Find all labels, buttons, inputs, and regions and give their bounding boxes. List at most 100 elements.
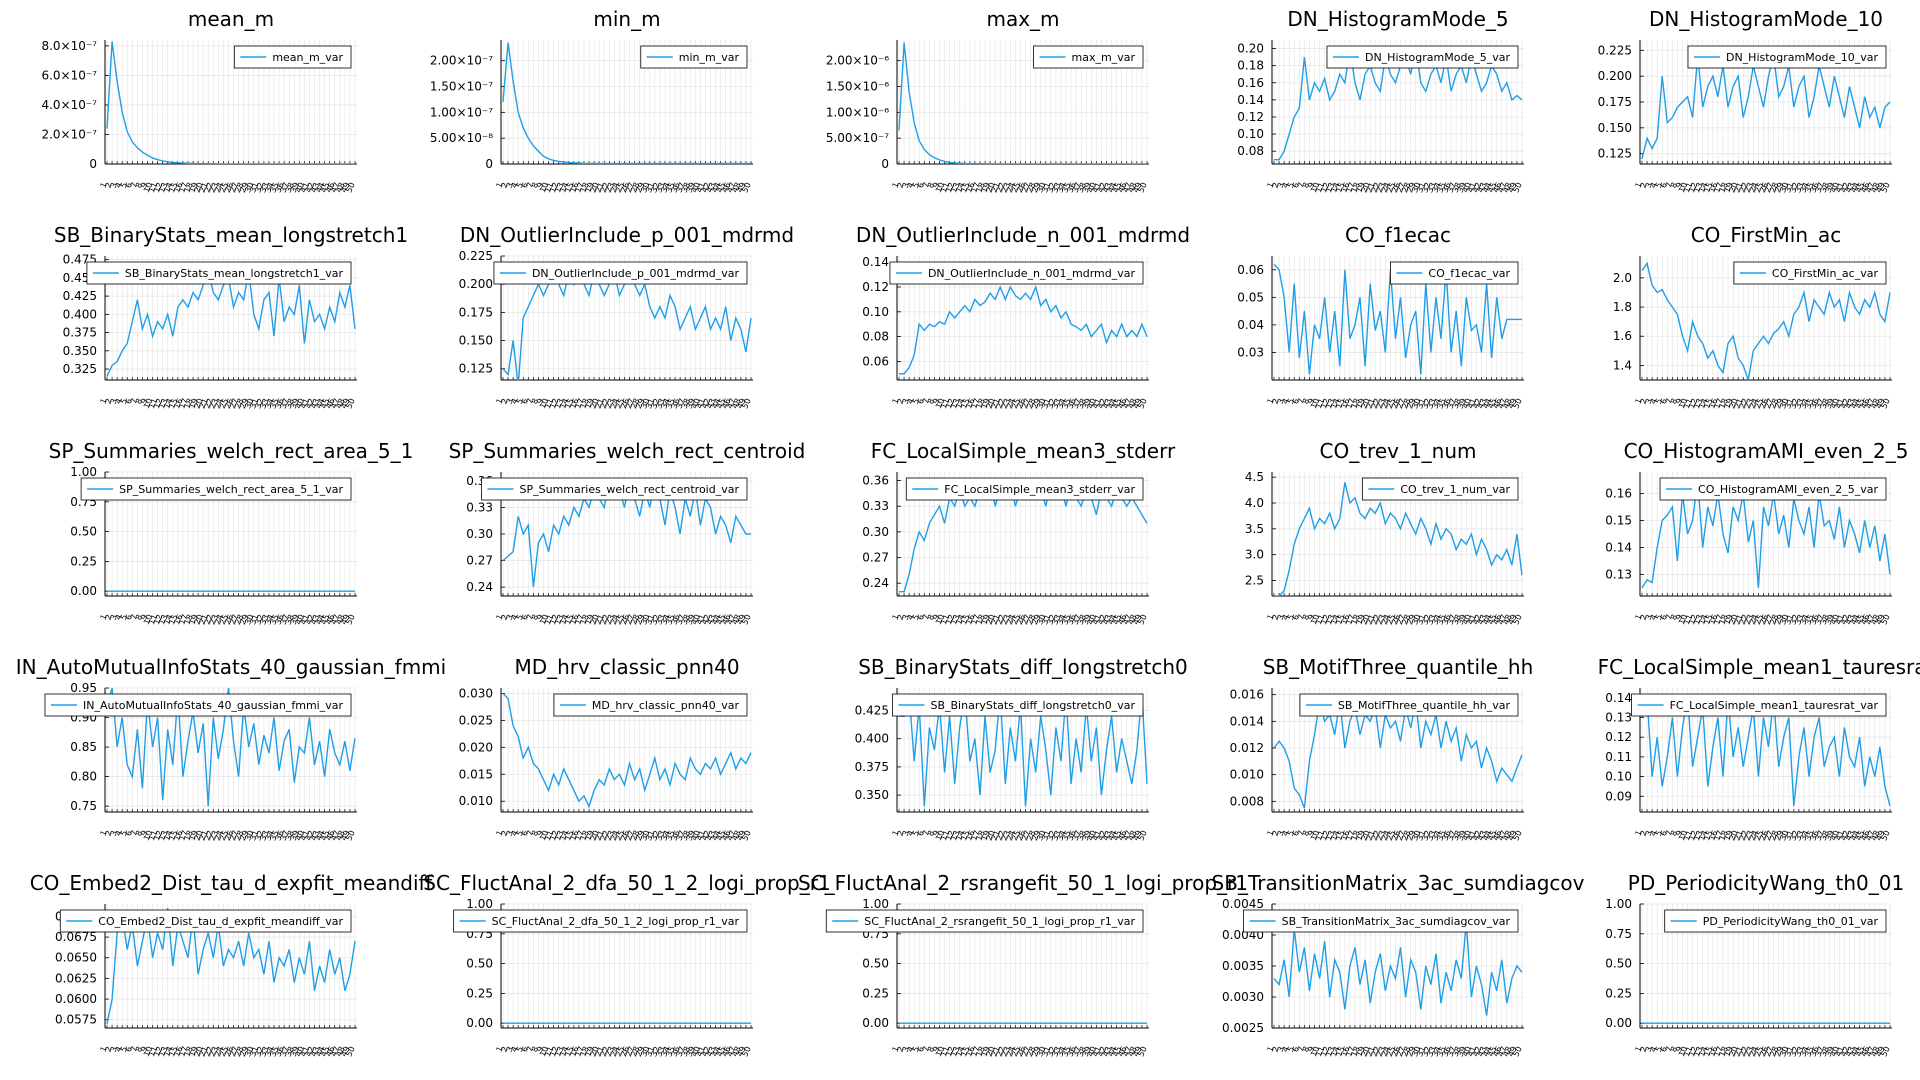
x-tick-label: 21: [594, 181, 606, 194]
y-tick-label: 0.00: [862, 1016, 889, 1030]
x-tick-label: 29: [238, 397, 250, 410]
x-tick-label: 33: [1425, 397, 1437, 410]
y-tick-label: 0.25: [1605, 986, 1632, 1000]
x-tick-label: 35: [664, 397, 676, 410]
y-tick-label: 0.25: [862, 986, 889, 1000]
x-tick-label: 24: [1748, 181, 1760, 194]
y-tick-label: 0.06: [862, 354, 889, 368]
x-tick-label: 35: [268, 397, 280, 410]
x-tick-label: 20: [589, 181, 601, 194]
x-tick-label: 44: [314, 397, 326, 410]
y-tick-label: 0.50: [70, 525, 97, 539]
x-tick-label: 13: [1692, 397, 1704, 410]
x-tick-label: 7: [129, 613, 139, 621]
x-tick-label: 48: [1126, 397, 1138, 410]
x-tick-label: 47: [329, 181, 341, 194]
x-tick-label: 28: [1400, 181, 1412, 194]
x-tick-label: 22: [1738, 181, 1750, 194]
y-tick-label: 1.00: [1605, 897, 1632, 911]
x-tick-label: 2: [1639, 397, 1649, 405]
x-tick-label: 41: [1466, 397, 1478, 410]
chart-title: CO_FirstMin_ac: [1691, 223, 1842, 247]
x-tick-label: 7: [1296, 181, 1306, 189]
x-tick-label: 34: [1430, 397, 1442, 410]
x-tick-label: 14: [162, 397, 174, 410]
x-tick-label: 47: [725, 181, 737, 194]
x-tick-label: 48: [730, 397, 742, 410]
y-tick-label: 0.400: [63, 307, 97, 321]
x-tick-label: 42: [1839, 397, 1851, 410]
x-tick-label: 9: [1306, 397, 1316, 405]
x-tick-label: 13: [157, 613, 169, 626]
y-tick-label: 0.85: [70, 740, 97, 754]
x-tick-label: 45: [1486, 397, 1498, 410]
x-tick-label: 50: [740, 397, 752, 410]
x-tick-label: 42: [700, 397, 712, 410]
legend-label: CO_FirstMin_ac_var: [1772, 267, 1879, 280]
x-tick-label: 32: [649, 397, 661, 410]
x-tick-label: 16: [568, 181, 580, 194]
x-tick-label: 32: [649, 181, 661, 194]
chart-title: CO_f1ecac: [1345, 223, 1451, 247]
x-tick-label: 31: [1415, 397, 1427, 410]
x-tick-label: 10: [142, 613, 154, 626]
subplot-23: SC_FluctAnal_2_rsrangefit_50_1_logi_prop…: [798, 871, 1248, 1058]
x-tick-label: 47: [1864, 181, 1876, 194]
x-tick-label: 30: [639, 397, 651, 410]
y-tick-label: 0.200: [1598, 69, 1632, 83]
x-tick-label: 15: [959, 397, 971, 410]
x-tick-label: 40: [690, 397, 702, 410]
x-tick-label: 46: [1859, 181, 1871, 194]
x-tick-label: 37: [279, 181, 291, 194]
x-tick-label: 14: [954, 397, 966, 410]
y-tick-label: 1.00×10⁻⁶: [826, 105, 889, 119]
legend-label: CO_Embed2_Dist_tau_d_expfit_meandiff_var: [98, 915, 343, 928]
x-tick-label: 21: [198, 613, 210, 626]
x-tick-label: 50: [1879, 397, 1891, 410]
x-tick-label: 44: [314, 181, 326, 194]
x-tick-label: 38: [284, 397, 296, 410]
legend-label: MD_hrv_classic_pnn40_var: [592, 699, 740, 712]
x-tick-label: 27: [1395, 397, 1407, 410]
y-tick-label: 1.00: [862, 897, 889, 911]
y-tick-label: 0.020: [459, 740, 493, 754]
legend-label: SB_TransitionMatrix_3ac_sumdiagcov_var: [1282, 915, 1511, 928]
x-tick-label: 33: [654, 397, 666, 410]
x-tick-label: 13: [1692, 181, 1704, 194]
y-tick-label: 0.13: [1605, 711, 1632, 725]
x-tick-label: 15: [1334, 181, 1346, 194]
x-tick-label: 40: [1461, 181, 1473, 194]
legend-label: mean_m_var: [272, 51, 343, 64]
x-tick-label: 38: [680, 397, 692, 410]
x-tick-label: 11: [147, 613, 159, 626]
x-tick-label: 28: [1768, 181, 1780, 194]
x-tick-label: 35: [664, 181, 676, 194]
legend-label: SP_Summaries_welch_rect_centroid_var: [520, 483, 740, 496]
legend-box: [889, 261, 1144, 285]
x-tick-label: 21: [198, 181, 210, 194]
x-tick-label: 49: [1131, 181, 1143, 194]
x-tick-label: 17: [1344, 181, 1356, 194]
y-tick-label: 0.0030: [1222, 990, 1264, 1004]
subplot-9: CO_f1ecac1234567891011121314151617181920…: [1237, 223, 1524, 410]
x-tick-label: 29: [238, 613, 250, 626]
y-tick-label: 0.008: [1230, 794, 1264, 808]
y-tick-label: 0.24: [862, 576, 889, 590]
x-tick-label: 25: [218, 181, 230, 194]
x-tick-label: 29: [1405, 397, 1417, 410]
x-tick-label: 35: [1060, 181, 1072, 194]
x-tick-label: 14: [558, 397, 570, 410]
x-tick-label: 29: [634, 181, 646, 194]
x-tick-label: 15: [959, 181, 971, 194]
y-tick-label: 0.75: [1605, 927, 1632, 941]
y-tick-label: 0.125: [1598, 147, 1632, 161]
chart-title: IN_AutoMutualInfoStats_40_gaussian_fmmi: [16, 655, 446, 679]
chart-title: FC_LocalSimple_mean3_stderr: [871, 439, 1176, 463]
legend-label: DN_OutlierInclude_n_001_mdrmd_var: [928, 267, 1136, 280]
x-tick-label: 20: [1360, 181, 1372, 194]
x-tick-label: 46: [1116, 397, 1128, 410]
y-tick-label: 0.0575: [55, 1013, 97, 1027]
y-tick-label: 0.016: [1230, 688, 1264, 702]
x-tick-label: 16: [1707, 397, 1719, 410]
x-tick-label: 13: [1324, 181, 1336, 194]
